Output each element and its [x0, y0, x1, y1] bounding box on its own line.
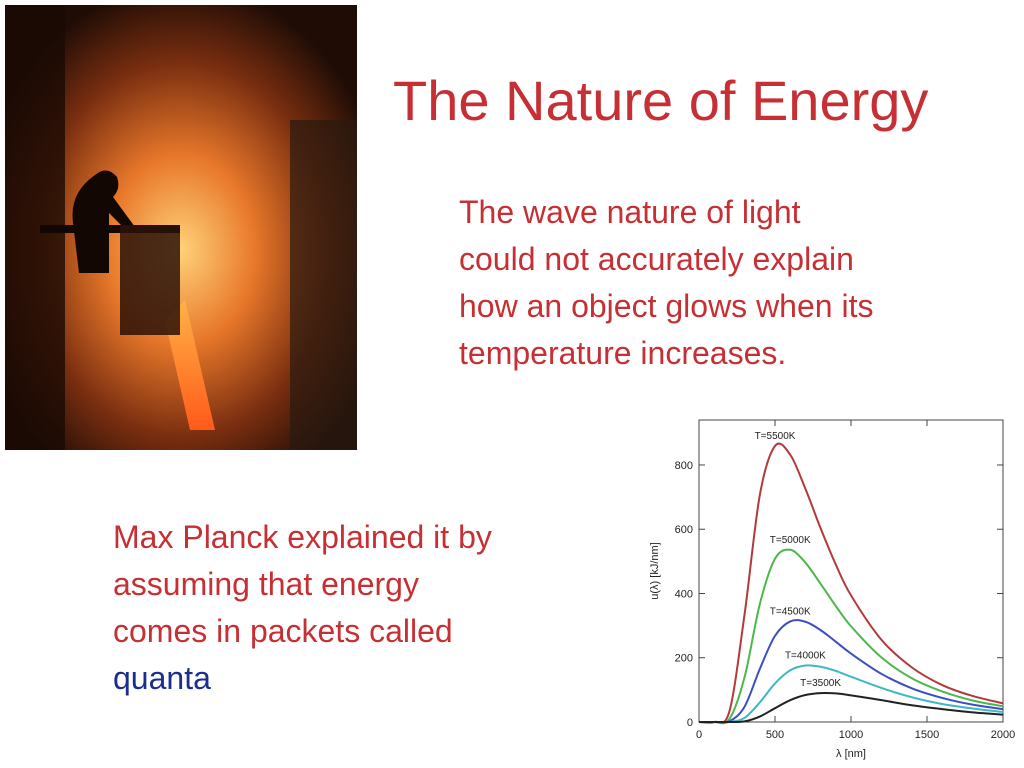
series-line [699, 664, 1004, 724]
text-line: The wave nature of light [459, 194, 801, 230]
y-tick-label: 0 [687, 717, 693, 729]
x-tick-label: 1000 [839, 729, 863, 741]
text-line: temperature increases. [459, 335, 786, 371]
slide-title: The Nature of Energy [393, 69, 928, 132]
series-line [698, 548, 1004, 725]
series-label: T=5500K [755, 431, 796, 442]
x-tick-label: 0 [696, 729, 702, 741]
series-label: T=4000K [785, 650, 826, 661]
y-axis-label: u(λ) [kJ/nm] [649, 542, 661, 599]
x-tick-label: 2000 [991, 729, 1015, 741]
series-line [698, 619, 1004, 724]
paragraph: Max Planck explained it by assuming that … [113, 519, 492, 696]
text-line: could not accurately explain [459, 241, 854, 277]
chart: 0 200 400 600 800 0 500 1000 1500 2000 λ [nm] u(λ) … [649, 419, 1015, 760]
x-axis-label: λ [nm] [836, 748, 866, 760]
series-line [699, 691, 1004, 724]
y-tick-label: 400 [675, 588, 693, 600]
x-tick-label: 1500 [915, 729, 939, 741]
x-tick-label: 500 [766, 729, 784, 741]
y-tick-label: 800 [675, 460, 693, 472]
series-line [698, 442, 1004, 724]
text-line: comes in packets called [113, 613, 453, 649]
series-label: T=5000K [770, 535, 811, 546]
series-label: T=4500K [770, 606, 811, 617]
y-tick-label: 600 [675, 524, 693, 536]
paragraph: The wave nature of light could not accura… [459, 194, 873, 371]
text-line: Max Planck explained it by [113, 519, 492, 555]
y-tick-label: 200 [675, 653, 693, 665]
photo [5, 5, 357, 450]
series-label: T=3500K [800, 678, 841, 689]
highlight-word: quanta [113, 660, 211, 696]
text-line: assuming that energy [113, 566, 419, 602]
text-line: how an object glows when its [459, 288, 873, 324]
